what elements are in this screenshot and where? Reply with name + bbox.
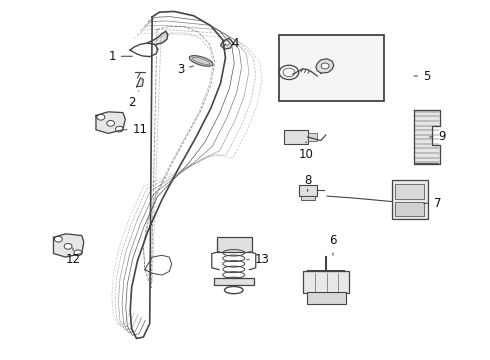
Text: 9: 9 [430,130,446,144]
Text: 12: 12 [66,248,80,266]
Circle shape [97,114,105,120]
Text: 2: 2 [128,91,139,109]
Circle shape [321,63,329,69]
Bar [217,237,252,252]
Bar [395,184,424,199]
Text: 7: 7 [424,197,442,210]
Text: 13: 13 [247,253,270,266]
Bar [307,292,345,304]
Polygon shape [414,110,441,164]
Bar [279,35,384,101]
Text: 4: 4 [223,36,239,50]
Circle shape [107,121,115,126]
Text: 10: 10 [298,141,314,161]
Bar [392,180,428,220]
Text: 3: 3 [177,63,194,76]
Polygon shape [147,31,168,44]
Polygon shape [53,234,84,257]
Bar [395,202,424,216]
Bar [301,196,316,201]
Bar [308,134,318,140]
Bar [214,278,254,285]
Circle shape [223,41,229,45]
Circle shape [116,126,123,132]
Ellipse shape [189,56,213,66]
Polygon shape [96,112,125,134]
Circle shape [74,250,82,256]
Text: 5: 5 [414,69,430,82]
Text: 6: 6 [329,234,337,255]
Bar [284,130,308,144]
Text: 11: 11 [124,123,147,136]
Bar [303,271,349,293]
Polygon shape [220,39,233,49]
Text: 1: 1 [108,50,132,63]
Circle shape [54,236,62,242]
Polygon shape [137,78,144,87]
Bar [299,185,318,196]
Circle shape [64,243,72,249]
Text: 8: 8 [304,174,311,192]
Polygon shape [316,59,334,73]
